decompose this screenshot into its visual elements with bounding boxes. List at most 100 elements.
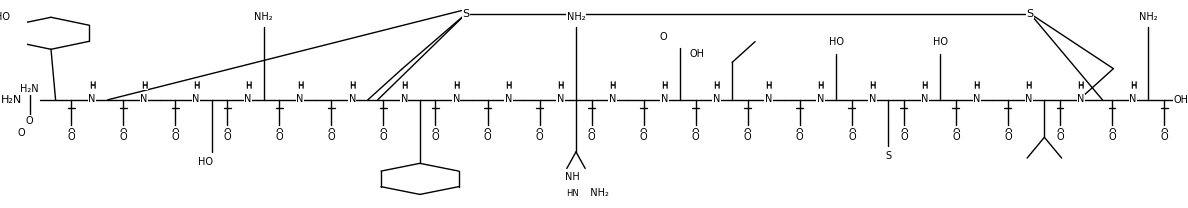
Text: N: N (88, 95, 96, 105)
Text: H: H (609, 82, 615, 91)
Text: O: O (68, 132, 75, 142)
Text: HN: HN (567, 189, 579, 198)
Text: S: S (1026, 9, 1034, 19)
Text: O: O (691, 132, 700, 142)
Text: H: H (870, 81, 876, 90)
Text: O: O (691, 128, 700, 138)
Text: O: O (1161, 132, 1168, 142)
Text: O: O (171, 132, 179, 142)
Text: H: H (297, 81, 303, 90)
Text: N: N (453, 94, 460, 104)
Text: H: H (973, 82, 980, 91)
Text: N: N (661, 95, 668, 105)
Text: H: H (192, 82, 200, 91)
Text: H: H (922, 82, 928, 91)
Text: H: H (922, 81, 928, 90)
Text: N: N (817, 94, 824, 104)
Text: H: H (713, 82, 720, 91)
Text: O: O (848, 132, 855, 142)
Text: HO: HO (933, 37, 948, 47)
Text: N: N (140, 94, 147, 104)
Text: N: N (453, 95, 460, 105)
Text: N: N (765, 94, 772, 104)
Text: O: O (120, 128, 127, 138)
Text: O: O (588, 128, 595, 138)
Text: N: N (505, 94, 512, 104)
Text: N: N (297, 95, 304, 105)
Text: O: O (276, 128, 283, 138)
Text: O: O (484, 128, 492, 138)
Text: N: N (557, 94, 564, 104)
Text: O: O (796, 128, 803, 138)
Text: N: N (400, 94, 407, 104)
Text: H: H (1025, 82, 1032, 91)
Text: O: O (1004, 132, 1012, 142)
Text: N: N (713, 94, 720, 104)
Text: H: H (1078, 81, 1083, 90)
Text: O: O (18, 128, 26, 138)
Text: H: H (505, 82, 512, 91)
Text: H: H (453, 82, 460, 91)
Text: H: H (557, 81, 563, 90)
Text: NH₂: NH₂ (567, 12, 586, 22)
Text: H: H (245, 81, 252, 90)
Text: H: H (89, 82, 95, 91)
Text: H₂N: H₂N (0, 95, 21, 105)
Text: O: O (26, 116, 33, 126)
Text: NH₂: NH₂ (1139, 12, 1158, 22)
Text: H: H (713, 81, 720, 90)
Text: O: O (659, 32, 666, 42)
Text: H: H (662, 82, 668, 91)
Text: H: H (402, 82, 407, 91)
Text: O: O (640, 132, 647, 142)
Text: N: N (973, 94, 980, 104)
Text: O: O (328, 128, 335, 138)
Text: O: O (171, 128, 179, 138)
Text: N: N (608, 95, 617, 105)
Text: H: H (765, 81, 772, 90)
Text: N: N (1129, 95, 1137, 105)
Text: N: N (400, 95, 407, 105)
Text: N: N (245, 94, 252, 104)
Text: N: N (1025, 94, 1032, 104)
Text: N: N (817, 95, 824, 105)
Text: H: H (662, 81, 668, 90)
Text: NH: NH (565, 172, 580, 182)
Text: O: O (640, 128, 647, 138)
Text: N: N (921, 95, 928, 105)
Text: H: H (1130, 81, 1136, 90)
Text: O: O (431, 128, 440, 138)
Text: H₂N: H₂N (20, 84, 39, 94)
Text: HO: HO (0, 11, 11, 22)
Text: O: O (536, 132, 543, 142)
Text: O: O (1108, 132, 1116, 142)
Text: O: O (744, 132, 752, 142)
Text: N: N (88, 94, 96, 104)
Text: H: H (297, 82, 303, 91)
Text: N: N (1129, 94, 1137, 104)
Text: O: O (380, 128, 387, 138)
Text: H: H (1130, 82, 1136, 91)
Text: N: N (868, 95, 877, 105)
Text: N: N (348, 95, 356, 105)
Text: O: O (952, 128, 960, 138)
Text: O: O (484, 132, 492, 142)
Text: O: O (1108, 128, 1116, 138)
Text: N: N (192, 94, 200, 104)
Text: O: O (223, 128, 232, 138)
Text: N: N (140, 95, 147, 105)
Text: N: N (1078, 95, 1085, 105)
Text: HO: HO (829, 37, 843, 47)
Text: O: O (223, 132, 232, 142)
Text: NH₂: NH₂ (584, 188, 609, 198)
Text: HO: HO (198, 157, 214, 167)
Text: N: N (348, 94, 356, 104)
Text: O: O (276, 132, 283, 142)
Text: S: S (885, 151, 891, 161)
Text: H: H (402, 81, 407, 90)
Text: O: O (901, 132, 908, 142)
Text: H: H (973, 81, 980, 90)
Text: N: N (1025, 95, 1032, 105)
Text: OH: OH (690, 49, 704, 59)
Text: N: N (713, 95, 720, 105)
